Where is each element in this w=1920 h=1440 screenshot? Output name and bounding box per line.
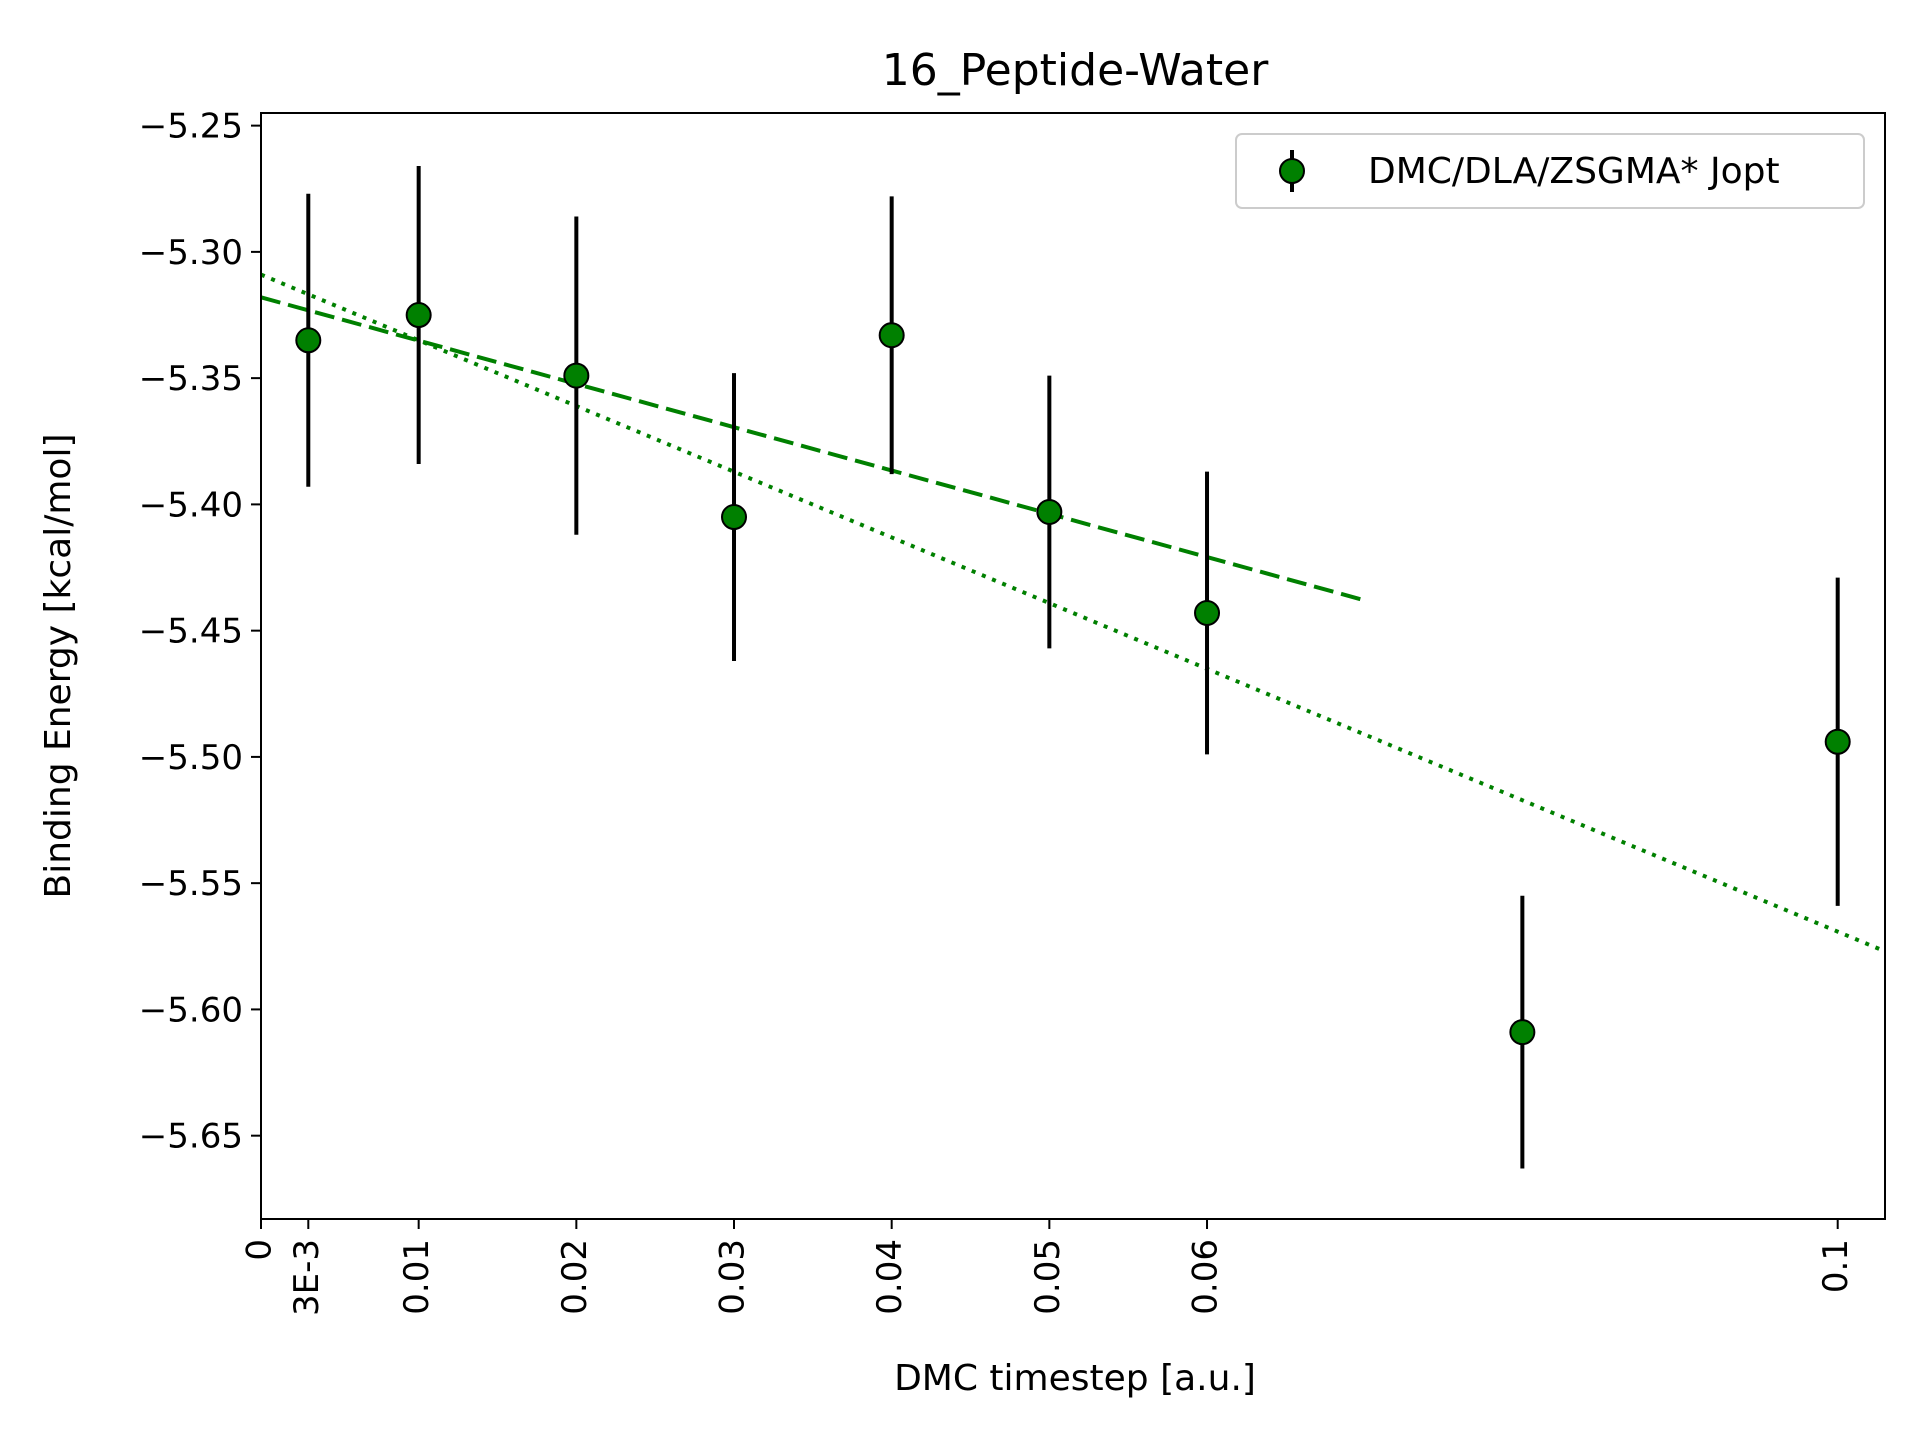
legend: DMC/DLA/ZSGMA* Jopt bbox=[1235, 133, 1865, 209]
x-tick-label: 0 bbox=[240, 1239, 280, 1261]
x-tick-label: 0.02 bbox=[555, 1239, 595, 1315]
y-tick-label: −5.25 bbox=[139, 107, 243, 147]
plot-frame bbox=[260, 112, 1886, 1220]
x-axis-label: DMC timestep [a.u.] bbox=[894, 1358, 1256, 1399]
x-tick-label: 3E-3 bbox=[287, 1239, 327, 1316]
x-tick-label: 0.04 bbox=[870, 1239, 910, 1315]
x-tick-label: 0.01 bbox=[397, 1239, 437, 1315]
y-tick-label: −5.45 bbox=[139, 612, 243, 652]
data-point bbox=[405, 302, 432, 329]
y-tick-label: −5.40 bbox=[139, 485, 243, 525]
plot-area bbox=[260, 166, 1886, 1169]
data-point bbox=[1509, 1019, 1536, 1046]
data-point bbox=[1194, 599, 1221, 626]
y-tick-label: −5.65 bbox=[139, 1117, 243, 1157]
y-tick-label: −5.50 bbox=[139, 738, 243, 778]
y-axis-ticks: −5.25 −5.30 −5.35 −5.40 −5.45 −5.50 −5.55 −5.60… bbox=[139, 107, 261, 1157]
y-tick-label: −5.55 bbox=[139, 864, 243, 904]
data-point bbox=[1824, 728, 1851, 755]
chart-title: 16_Peptide-Water bbox=[882, 45, 1270, 96]
data-point bbox=[1036, 498, 1063, 525]
legend-box bbox=[1235, 133, 1865, 209]
data-point bbox=[295, 327, 322, 354]
y-tick-label: −5.30 bbox=[139, 233, 243, 273]
fit-line-dashed bbox=[260, 295, 1366, 603]
legend-label: DMC/DLA/ZSGMA* Jopt bbox=[1368, 151, 1780, 192]
data-point bbox=[563, 362, 590, 389]
x-axis-ticks: 0 3E-3 0.01 0.02 0.03 0.04 0.05 0.06 0.1 bbox=[240, 1219, 1856, 1316]
y-axis-label: Binding Energy [kcal/mol] bbox=[38, 434, 79, 899]
x-tick-label: 0.06 bbox=[1186, 1239, 1226, 1315]
legend-marker bbox=[1279, 158, 1305, 184]
y-tick-label: −5.35 bbox=[139, 359, 243, 399]
x-tick-label: 0.03 bbox=[713, 1239, 753, 1315]
fit-line-dotted bbox=[260, 272, 1886, 954]
data-point bbox=[878, 322, 905, 349]
x-tick-label: 0.05 bbox=[1028, 1239, 1068, 1315]
x-tick-label: 0.1 bbox=[1816, 1239, 1856, 1293]
data-point bbox=[721, 504, 748, 531]
y-tick-label: −5.60 bbox=[139, 990, 243, 1030]
